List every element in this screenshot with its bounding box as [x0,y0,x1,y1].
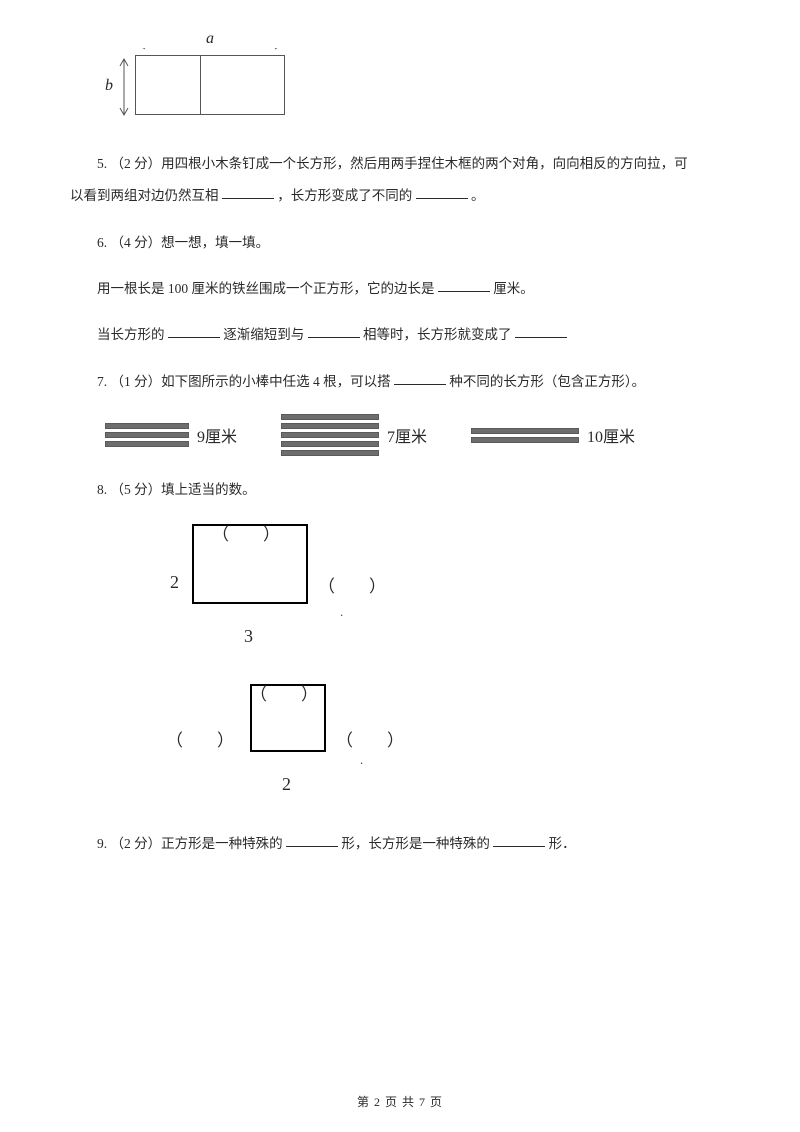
question-5-line2: 以看到两组对边仍然互相 ，长方形变成了不同的 。 [70,182,730,210]
q9-text-c: 形． [549,836,576,851]
sticks-row: 9厘米 7厘米 10厘米 [105,414,730,456]
stick-icon [281,441,379,447]
page: a b 5. （2 分）用四根小木条钉成一个长方形，然后用两手捏住木框的两个对角… [0,0,800,1132]
rect1-left-label: 2 [170,572,179,593]
question-8-header: 8. （5 分）填上适当的数。 [70,476,730,504]
label-b: b [105,77,113,95]
q5-blank-1[interactable] [222,185,274,200]
diagram-ab-rectangle: a b [105,35,285,130]
stick-label: 10厘米 [587,423,635,447]
stick-icon [281,450,379,456]
q6-blank-a[interactable] [438,278,490,293]
q6-b-2: 逐渐缩短到与 [223,327,304,342]
footer-total: 7 [419,1095,426,1109]
arrow-b-icon [119,57,129,117]
stick-icon [471,437,579,443]
stick-label: 7厘米 [387,423,427,447]
stick-icon [281,414,379,420]
dot-1: . [340,604,466,620]
q6-b-3: 相等时，长方形就变成了 [363,327,512,342]
rect2-paren-right[interactable]: （ ） [336,726,404,751]
stick-stack [471,428,579,443]
q5-text-prefix: 5. （2 分）用四根小木条钉成一个长方形，然后用两手捏住木框的两个对角，向向相… [97,156,688,171]
q7-text-b: 种不同的长方形（包含正方形）。 [449,374,645,389]
rect-diagram-1: （ ） （ ） 2 3 . [170,524,466,664]
rect-pair [135,55,285,115]
stick-group-1: 7厘米 [281,414,427,456]
question-5: 5. （2 分）用四根小木条钉成一个长方形，然后用两手捏住木框的两个对角，向向相… [70,150,730,178]
question-9: 9. （2 分）正方形是一种特殊的 形，长方形是一种特殊的 形． [70,830,730,858]
stick-stack [105,423,189,447]
rect1-paren-right[interactable]: （ ） [318,572,386,597]
q5-text-c: 。 [471,188,485,203]
q5-blank-2[interactable] [416,185,468,200]
rect2-paren-left[interactable]: （ ） [166,726,234,751]
question-7: 7. （1 分）如下图所示的小棒中任选 4 根，可以搭 种不同的长方形（包含正方… [70,368,730,396]
q6-a-text: 用一根长是 100 厘米的铁丝围成一个正方形，它的边长是 [97,281,435,296]
q9-text-a: 9. （2 分）正方形是一种特殊的 [97,836,283,851]
q7-text-a: 7. （1 分）如下图所示的小棒中任选 4 根，可以搭 [97,374,391,389]
footer-b: 页 共 [381,1095,419,1109]
rect2-bottom-label: 2 [282,774,291,795]
stick-icon [281,432,379,438]
page-footer: 第 2 页 共 7 页 [0,1093,800,1110]
stick-icon [471,428,579,434]
stick-group-2: 10厘米 [471,423,635,447]
q6-blank-b2[interactable] [308,324,360,339]
stick-icon [105,441,189,447]
stick-group-0: 9厘米 [105,423,237,447]
q5-text-a: 以看到两组对边仍然互相 [70,188,219,203]
q6-blank-b3[interactable] [515,324,567,339]
label-a: a [135,30,285,48]
question-6-header: 6. （4 分）想一想，填一填。 [70,229,730,257]
dimension-b: b [105,57,131,117]
q9-text-b: 形，长方形是一种特殊的 [341,836,490,851]
q9-blank-1[interactable] [286,833,338,848]
rect2-paren-top[interactable]: （ ） [250,680,318,705]
dimension-a: a [135,35,285,53]
q7-blank[interactable] [394,370,446,385]
question-6-line-a: 用一根长是 100 厘米的铁丝围成一个正方形，它的边长是 厘米。 [70,275,730,303]
rect1-bottom-label: 3 [244,626,253,647]
stick-label: 9厘米 [197,423,237,447]
q9-blank-2[interactable] [493,833,545,848]
q6-b-1: 当长方形的 [97,327,165,342]
footer-a: 第 [357,1095,374,1109]
dot-2: . [360,752,506,768]
footer-c: 页 [426,1095,443,1109]
q6-a-unit: 厘米。 [493,281,534,296]
q5-text-b: ，长方形变成了不同的 [277,188,412,203]
stick-stack [281,414,379,456]
stick-icon [105,423,189,429]
rect1-paren-top[interactable]: （ ） [212,520,280,545]
rect-diagram-2: （ ） （ ） （ ） 2 . [170,684,506,812]
stick-icon [105,432,189,438]
question-6-line-b: 当长方形的 逐渐缩短到与 相等时，长方形就变成了 [70,321,730,349]
q6-blank-b1[interactable] [168,324,220,339]
stick-icon [281,423,379,429]
footer-page: 2 [374,1095,381,1109]
